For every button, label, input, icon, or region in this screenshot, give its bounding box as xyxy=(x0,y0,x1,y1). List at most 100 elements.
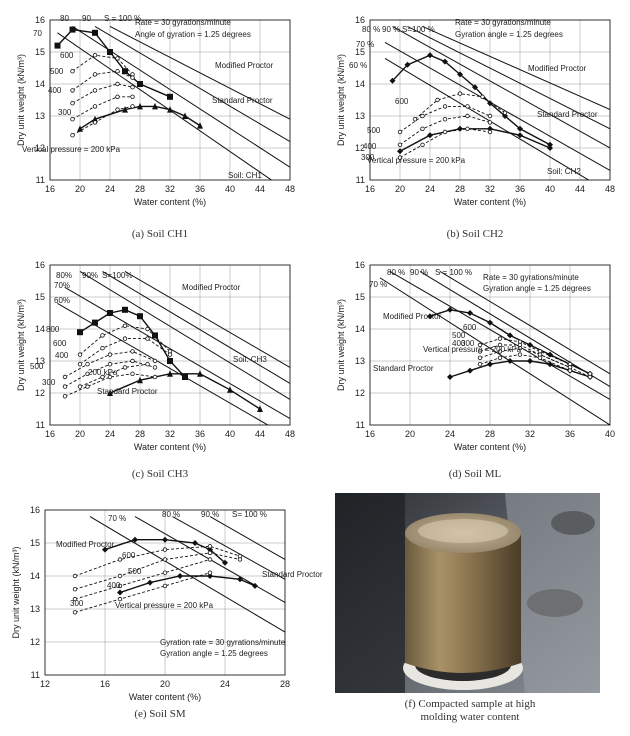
data-point xyxy=(77,125,83,132)
chart-annotation: Soil: CH3 xyxy=(233,355,267,364)
chart-annotation: 500 xyxy=(128,567,142,576)
data-point xyxy=(517,125,523,132)
x-tick-label: 28 xyxy=(135,429,145,439)
data-point xyxy=(162,536,168,543)
data-point xyxy=(447,306,453,313)
data-point xyxy=(122,106,128,113)
saturation-line xyxy=(384,57,590,180)
data-point xyxy=(389,77,396,84)
chart-annotation: Modified Proctor xyxy=(56,540,115,549)
data-point xyxy=(72,573,78,579)
saturation-line xyxy=(109,25,290,120)
chart-annotation: 90 xyxy=(82,14,91,23)
y-tick-label: 13 xyxy=(35,111,45,121)
data-point xyxy=(77,384,83,389)
data-point xyxy=(54,42,61,49)
chart-annotation: 80% xyxy=(56,271,72,280)
saturation-line xyxy=(379,277,610,425)
chart-annotation: Standard Proctor xyxy=(537,110,598,119)
saturation-line xyxy=(102,270,290,384)
data-point xyxy=(137,313,143,320)
data-point xyxy=(517,345,523,351)
data-point xyxy=(137,102,143,110)
series-line xyxy=(399,128,551,152)
data-point xyxy=(92,72,98,77)
y-axis-label: Dry unit weight (kN/m³) xyxy=(16,299,26,391)
x-tick-label: 32 xyxy=(165,184,175,194)
chart-annotation: 80 % xyxy=(387,268,405,277)
data-point xyxy=(502,110,508,115)
series-line xyxy=(74,572,211,613)
data-point xyxy=(152,365,158,370)
chart-annotation: Rate = 30 gyrations/minute xyxy=(483,273,579,282)
y-tick-label: 16 xyxy=(30,505,40,515)
data-point xyxy=(107,374,113,380)
data-point xyxy=(397,129,403,135)
data-point xyxy=(477,342,483,348)
chart-annotation: 70% xyxy=(54,281,70,290)
y-tick-label: 15 xyxy=(35,47,45,57)
data-point xyxy=(145,361,150,367)
x-tick-label: 36 xyxy=(195,184,205,194)
data-point xyxy=(162,583,168,589)
chart-annotation: 600 xyxy=(463,323,477,332)
data-point xyxy=(72,610,78,615)
data-point xyxy=(152,374,158,380)
series-line xyxy=(79,105,201,130)
chart-annotation: 800 xyxy=(46,325,60,334)
caption-d: (d) Soil ML xyxy=(448,468,502,480)
data-point xyxy=(442,116,448,122)
chart-annotation: 500 xyxy=(452,331,466,340)
plot-frame xyxy=(49,19,291,181)
series-line xyxy=(109,373,261,410)
chart-annotation: Angle of gyration = 1.25 degrees xyxy=(135,30,251,39)
data-point xyxy=(227,386,233,393)
data-point xyxy=(397,155,403,160)
data-point xyxy=(197,370,203,377)
data-point xyxy=(427,132,433,139)
chart-annotation: 200 kPa xyxy=(88,368,118,377)
x-tick-label: 24 xyxy=(220,679,230,689)
data-point xyxy=(130,371,135,376)
data-point xyxy=(207,546,213,553)
chart-annotation: Modified Proctor xyxy=(528,64,587,73)
x-tick-label: 12 xyxy=(40,679,50,689)
data-point xyxy=(465,126,470,131)
series-line xyxy=(79,363,148,388)
grid xyxy=(49,264,291,426)
data-point xyxy=(427,52,433,59)
data-point xyxy=(465,113,470,119)
y-tick-label: 16 xyxy=(355,15,365,25)
data-point xyxy=(85,371,90,376)
chart-annotation: Gyration angle = 1.25 degrees xyxy=(455,30,563,39)
chart-annotation: 400 xyxy=(55,351,69,360)
chart-annotation: Standard Proctor xyxy=(97,387,158,396)
y-tick-label: 14 xyxy=(355,79,365,89)
data-point xyxy=(72,586,78,592)
data-point xyxy=(207,557,213,562)
saturation-line xyxy=(89,516,285,633)
data-point xyxy=(145,336,150,341)
data-point xyxy=(162,547,168,552)
data-point xyxy=(117,557,123,562)
series-line xyxy=(72,105,133,136)
y-axis-label: Dry unit weight (kN/m³) xyxy=(16,54,26,146)
y-tick-label: 11 xyxy=(356,175,365,185)
y-tick-label: 14 xyxy=(35,324,45,334)
chart-panel-c: 16 20 24 28 32 36 40 44 48 11 12 13 14 15 16 Water cont… xyxy=(0,250,315,485)
x-tick-label: 32 xyxy=(525,429,535,439)
series-line xyxy=(72,96,133,120)
chart-annotation: 600 xyxy=(122,551,136,560)
chart-b: 16 20 24 28 32 36 40 44 48 11 12 13 14 15 16 Water cont… xyxy=(336,15,615,207)
y-tick-label: 11 xyxy=(36,420,45,430)
chart-annotation: 70 % xyxy=(356,40,374,49)
data-point xyxy=(115,68,120,74)
x-tick-label: 48 xyxy=(285,184,295,194)
chart-annotation: Vertical pressure = 200 kPa xyxy=(115,601,214,610)
chart-annotation: Gyration angle = 1.25 degrees xyxy=(160,649,268,658)
data-point xyxy=(92,88,98,93)
data-point xyxy=(587,374,593,380)
y-axis-label: Dry unit weight (kN/m³) xyxy=(336,54,346,146)
series-line xyxy=(74,545,241,577)
x-tick-label: 24 xyxy=(105,184,115,194)
